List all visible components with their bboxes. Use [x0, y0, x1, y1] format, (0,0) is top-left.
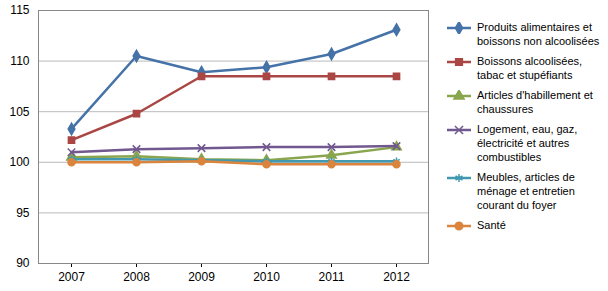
svg-text:105: 105	[9, 105, 29, 119]
svg-text:100: 100	[9, 155, 29, 169]
html-text:Produits alimentaires et boiss: Produits alimentaires et boissons non al…	[477, 21, 600, 47]
html-text:Meubles, articles de ménage et: Meubles, articles de ménage et entretien…	[477, 171, 575, 211]
svg-text:2010: 2010	[253, 270, 280, 284]
svg-text:90: 90	[16, 256, 30, 270]
html-text:Boissons alcoolisées, tabac et: Boissons alcoolisées, tabac et stupéfian…	[477, 55, 583, 81]
html-text:Articles d'habillement et chau: Articles d'habillement et chaussures	[477, 89, 593, 115]
html-text:Logement, eau, gaz, électricit: Logement, eau, gaz, électricité et autre…	[477, 123, 578, 163]
svg-text:2012: 2012	[383, 270, 410, 284]
svg-text:110: 110	[10, 54, 29, 68]
svg-text:2007: 2007	[58, 270, 85, 284]
svg-text:2008: 2008	[123, 270, 150, 284]
html-text:Santé: Santé	[477, 219, 506, 231]
svg-text:2009: 2009	[188, 270, 215, 284]
svg-text:115: 115	[10, 3, 29, 17]
svg-text:2011: 2011	[319, 270, 345, 284]
svg-text:95: 95	[16, 206, 30, 220]
